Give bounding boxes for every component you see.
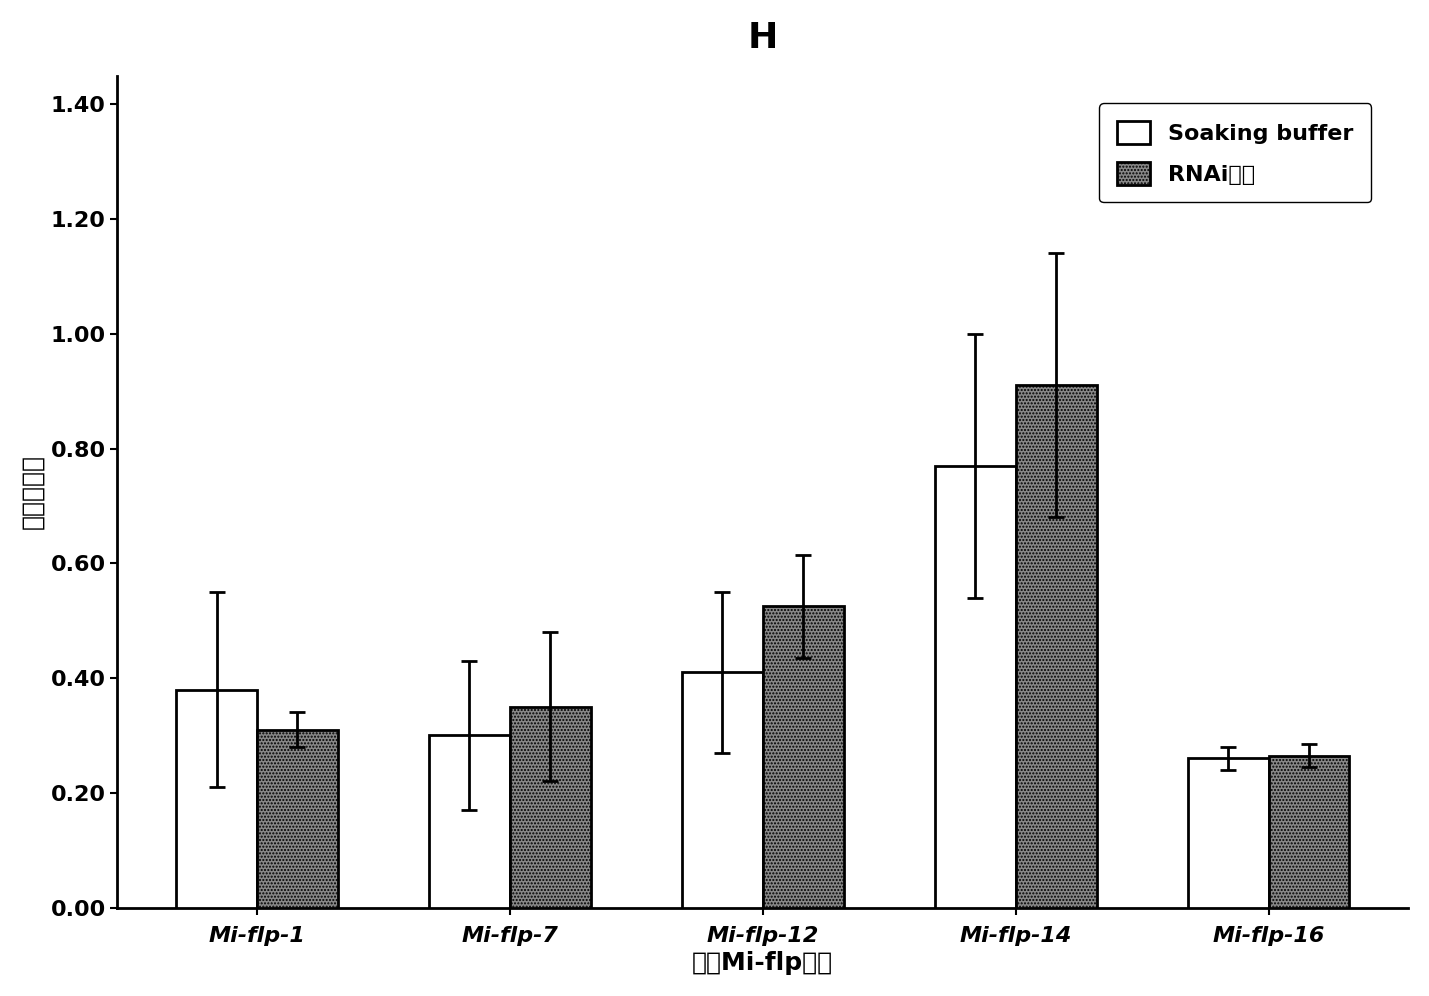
Legend: Soaking buffer, RNAi处理: Soaking buffer, RNAi处理	[1099, 104, 1372, 202]
Bar	[257, 730, 339, 907]
Bar	[763, 607, 843, 907]
Y-axis label: 相对表达量: 相对表达量	[21, 454, 44, 529]
Bar	[1016, 385, 1096, 907]
Bar	[1187, 758, 1269, 907]
Bar	[682, 672, 763, 907]
Bar	[1269, 756, 1349, 907]
Bar	[176, 689, 257, 907]
Bar	[510, 707, 590, 907]
X-axis label: 不同Mi-flp基因: 不同Mi-flp基因	[692, 951, 833, 975]
Title: H: H	[747, 21, 777, 55]
Bar	[429, 735, 510, 907]
Bar	[935, 466, 1016, 907]
